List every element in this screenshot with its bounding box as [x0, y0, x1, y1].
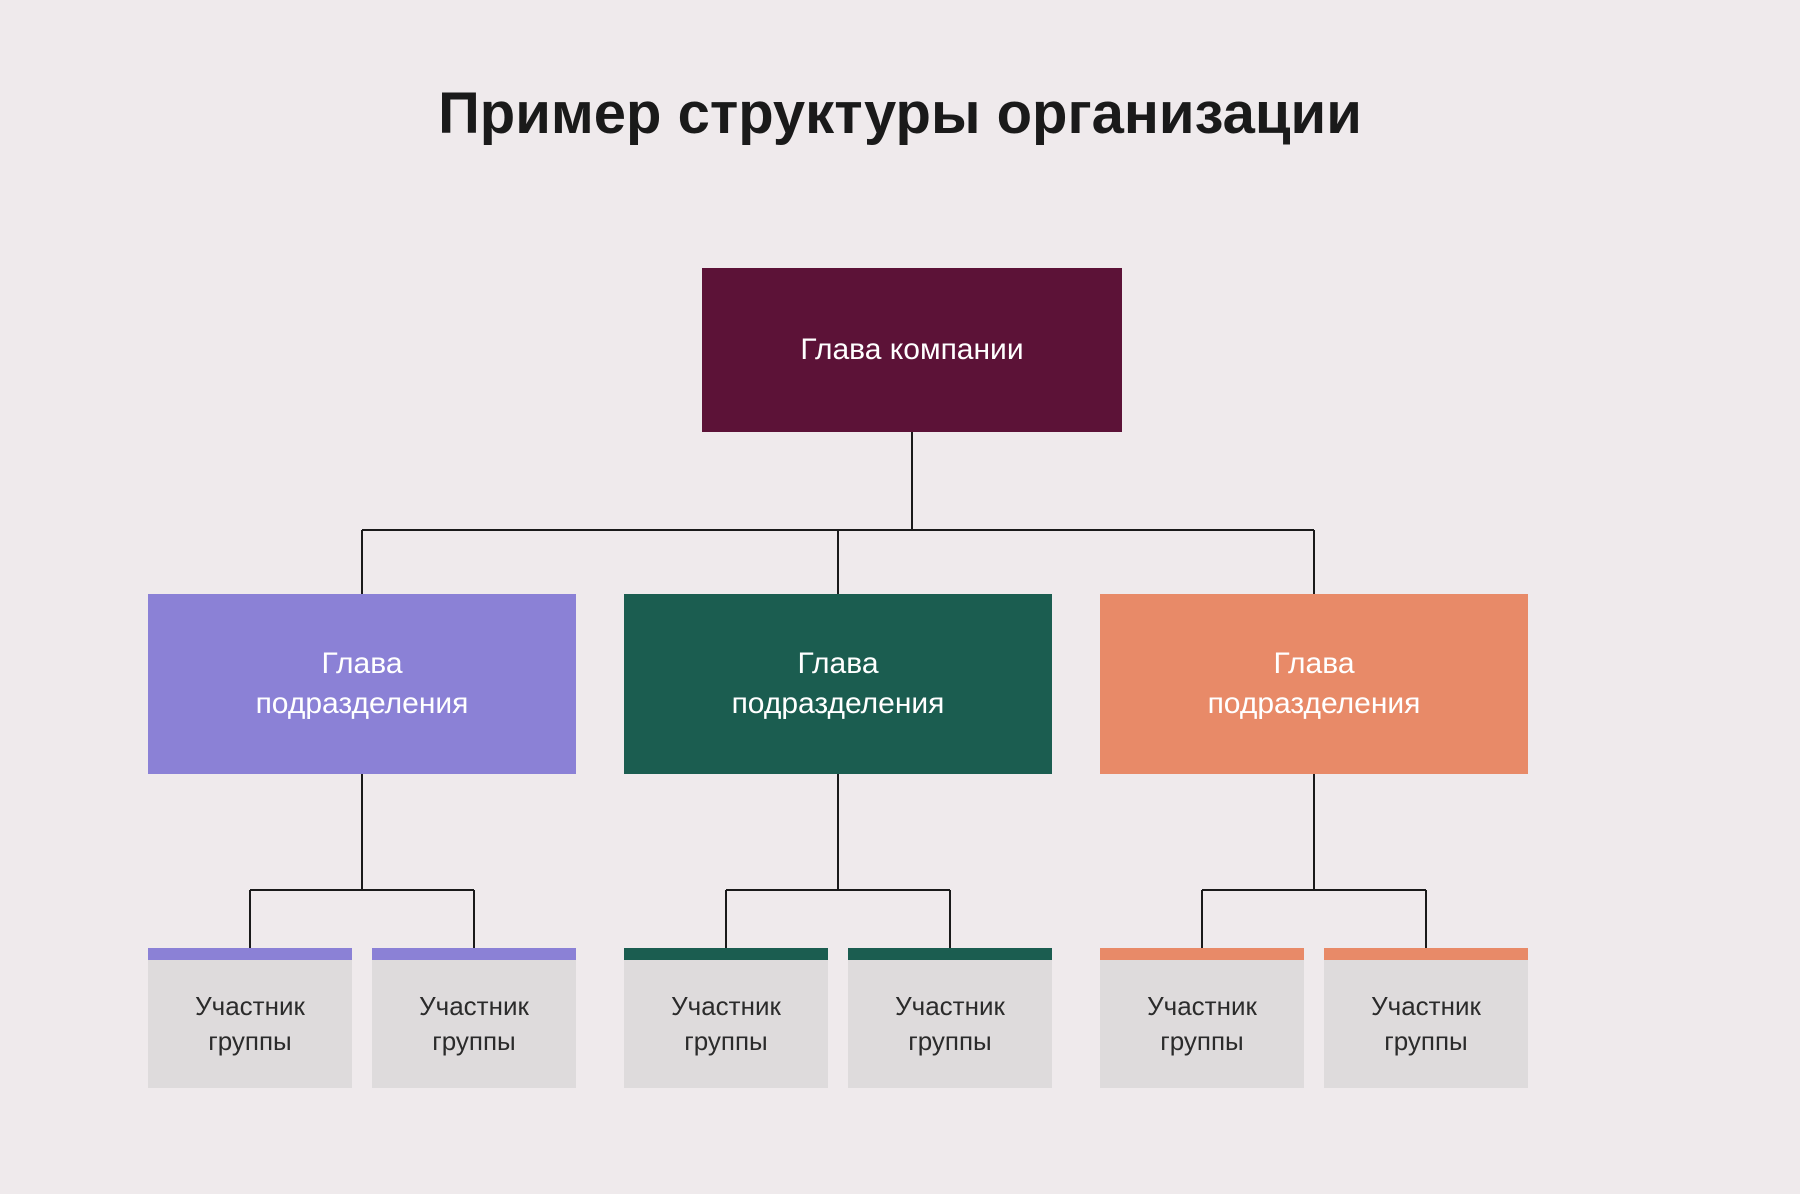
- member-cap: [148, 948, 352, 960]
- member-cap: [624, 948, 828, 960]
- member-cap: [848, 948, 1052, 960]
- member-node: Участник группы: [372, 948, 576, 1088]
- member-node: Участник группы: [624, 948, 828, 1088]
- division-node: Глава подразделения: [624, 594, 1052, 774]
- diagram-title: Пример структуры организации: [0, 80, 1800, 147]
- division-node-label: Глава подразделения: [256, 644, 469, 725]
- org-chart-canvas: Пример структуры организации Глава компа…: [0, 0, 1800, 1194]
- member-body: Участник группы: [1100, 960, 1304, 1088]
- member-node: Участник группы: [848, 948, 1052, 1088]
- member-cap: [1100, 948, 1304, 960]
- member-cap: [372, 948, 576, 960]
- member-node: Участник группы: [1324, 948, 1528, 1088]
- member-node: Участник группы: [148, 948, 352, 1088]
- member-label: Участник группы: [895, 989, 1005, 1059]
- root-node-label: Глава компании: [800, 330, 1023, 371]
- member-body: Участник группы: [148, 960, 352, 1088]
- member-label: Участник группы: [195, 989, 305, 1059]
- member-label: Участник группы: [671, 989, 781, 1059]
- member-label: Участник группы: [1371, 989, 1481, 1059]
- member-node: Участник группы: [1100, 948, 1304, 1088]
- member-label: Участник группы: [419, 989, 529, 1059]
- member-cap: [1324, 948, 1528, 960]
- division-node-label: Глава подразделения: [1208, 644, 1421, 725]
- member-body: Участник группы: [1324, 960, 1528, 1088]
- division-node: Глава подразделения: [1100, 594, 1528, 774]
- member-body: Участник группы: [372, 960, 576, 1088]
- root-node: Глава компании: [702, 268, 1122, 432]
- member-body: Участник группы: [624, 960, 828, 1088]
- member-label: Участник группы: [1147, 989, 1257, 1059]
- division-node: Глава подразделения: [148, 594, 576, 774]
- member-body: Участник группы: [848, 960, 1052, 1088]
- division-node-label: Глава подразделения: [732, 644, 945, 725]
